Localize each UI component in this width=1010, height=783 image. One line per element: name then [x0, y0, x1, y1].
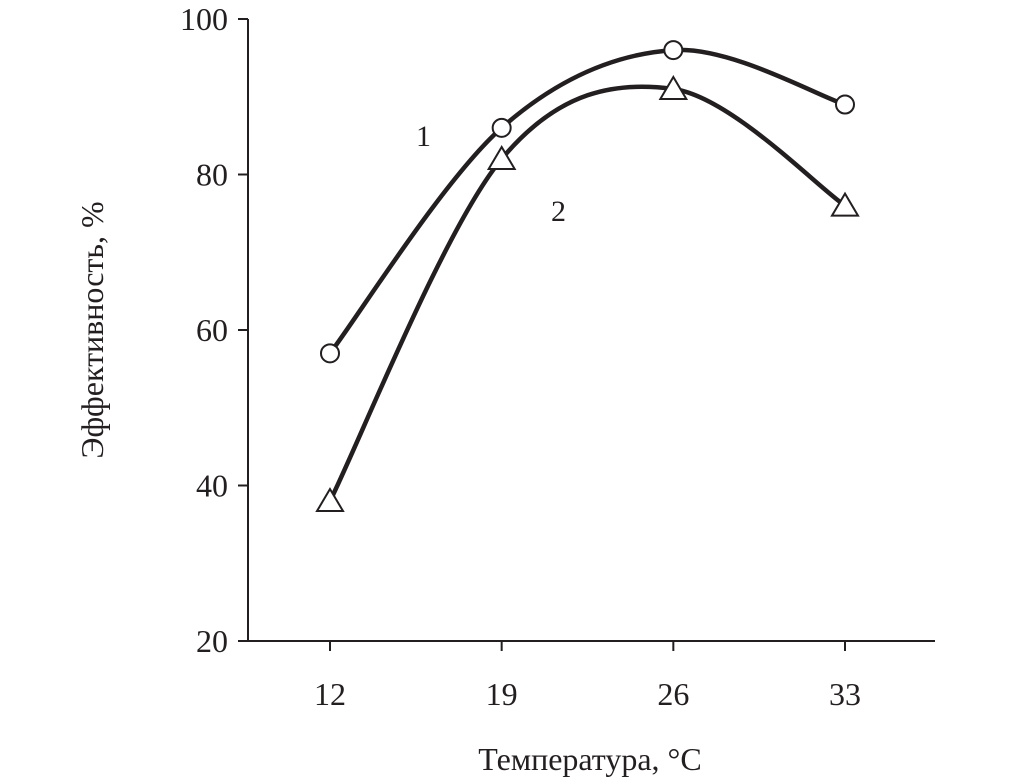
y-tick-label: 100: [180, 1, 228, 37]
series-label-2: 2: [551, 195, 566, 228]
x-tick-label: 12: [314, 676, 346, 712]
series-group: [315, 40, 860, 513]
y-tick-label: 80: [196, 157, 228, 193]
series-label-1: 1: [416, 120, 431, 153]
y-tick-label: 60: [196, 312, 228, 348]
x-tick-label: 19: [486, 676, 518, 712]
y-tick-label: 20: [196, 623, 228, 659]
series-1-point: [320, 343, 340, 364]
series-1-line: [328, 47, 846, 355]
series-2-point: [658, 75, 689, 100]
series-1-point: [663, 40, 684, 61]
x-tick-label: 33: [829, 676, 861, 712]
y-axis-label: Эффективность, %: [74, 201, 110, 458]
x-tick-label: 26: [657, 676, 689, 712]
y-tick-label: 40: [196, 468, 228, 504]
series-2-line: [327, 84, 847, 503]
series-2-point: [315, 487, 345, 513]
series-1-point: [835, 94, 855, 115]
x-axis-label: Температура, °C: [478, 741, 701, 777]
series-2-point: [486, 144, 517, 170]
series-2-point: [830, 191, 860, 217]
series-1-point: [491, 117, 512, 138]
